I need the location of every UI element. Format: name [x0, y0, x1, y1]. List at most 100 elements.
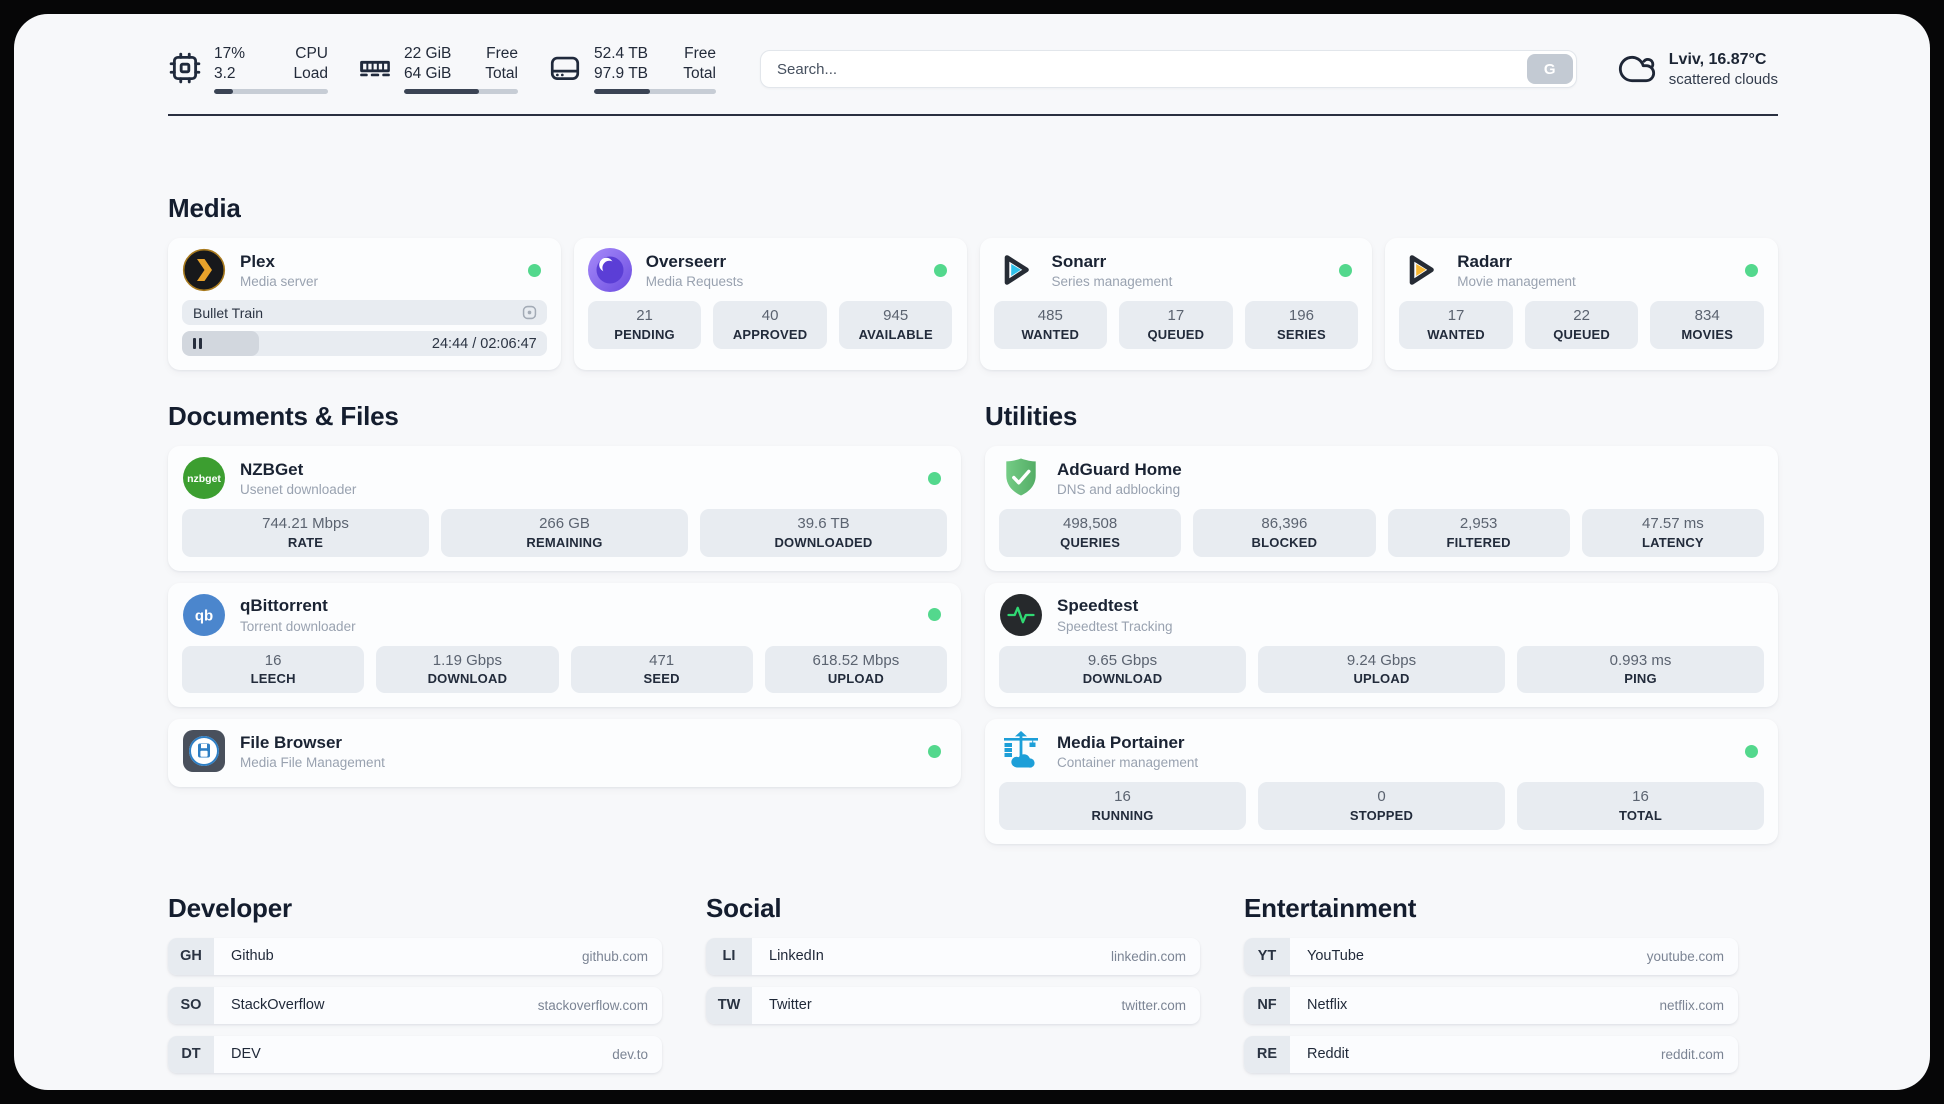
- app-description: DNS and adblocking: [1057, 482, 1181, 498]
- stat-total: 16 TOTAL: [1517, 782, 1764, 830]
- memory-icon: [358, 51, 392, 85]
- cloud-icon: [1617, 49, 1657, 89]
- search-engine-button[interactable]: G: [1526, 54, 1573, 84]
- app-card-adguard[interactable]: AdGuard Home DNS and adblocking 498,508 …: [985, 446, 1778, 571]
- disk-free-value: 52.4 TB: [594, 44, 649, 62]
- weather-location-temp: Lviv, 16.87°C: [1668, 51, 1767, 69]
- cpu-widget: 17% 3.2 CPU Load: [168, 44, 328, 95]
- now-playing-title: Bullet Train: [193, 304, 264, 321]
- memory-total-value: 64 GiB: [404, 65, 452, 82]
- stat-movies: 834 MOVIES: [1650, 301, 1764, 349]
- status-online-dot: [1745, 263, 1758, 277]
- cpu-usage-bar-fill: [214, 89, 234, 95]
- disk-usage-bar: [594, 89, 716, 95]
- section-title-media: Media: [168, 193, 241, 223]
- section-utilities: Utilities: [985, 398, 1778, 844]
- search-bar: G: [760, 50, 1577, 88]
- app-description: Series management: [1051, 274, 1173, 290]
- bookmark-name: LinkedIn: [769, 948, 824, 964]
- section-social: Social LI LinkedIn linkedin.com TW Twitt…: [706, 890, 1200, 1085]
- bookmark-name: Netflix: [1307, 997, 1348, 1013]
- search-input[interactable]: [760, 50, 1577, 88]
- app-card-portainer[interactable]: Media Portainer Container management 16 …: [985, 719, 1778, 844]
- bookmark-url: youtube.com: [1646, 948, 1724, 964]
- app-card-radarr[interactable]: Radarr Movie management 17 WANTED 22 QUE…: [1385, 238, 1778, 370]
- bookmark-github[interactable]: GH Github github.com: [168, 937, 662, 975]
- section-title-social: Social: [706, 892, 782, 923]
- bookmark-reddit[interactable]: RE Reddit reddit.com: [1244, 1035, 1738, 1073]
- adguard-icon: [999, 456, 1043, 500]
- app-description: Media server: [240, 274, 319, 290]
- stat-queued: 22 QUEUED: [1524, 301, 1639, 349]
- app-card-sonarr[interactable]: Sonarr Series management 485 WANTED 17 Q…: [979, 238, 1373, 370]
- section-entertainment: Entertainment YT YouTube youtube.com NF …: [1244, 890, 1738, 1085]
- status-online-dot: [1745, 744, 1758, 758]
- bookmark-name: Reddit: [1307, 1046, 1349, 1062]
- stat-remaining: 266 GB REMAINING: [441, 509, 688, 557]
- header-divider: [168, 114, 1778, 116]
- stat-upload: 9.24 Gbps UPLOAD: [1258, 645, 1505, 693]
- memory-usage-bar: [404, 89, 518, 95]
- memory-total-label: Total: [485, 65, 518, 82]
- cpu-usage-bar: [214, 89, 328, 95]
- bookmark-youtube[interactable]: YT YouTube youtube.com: [1244, 937, 1738, 975]
- app-name: Sonarr: [1051, 251, 1107, 271]
- playback-progress-bar[interactable]: 24:44 / 02:06:47: [182, 331, 547, 356]
- bookmark-linkedin[interactable]: LI LinkedIn linkedin.com: [706, 937, 1200, 975]
- app-card-qbittorrent[interactable]: qb qBittorrent Torrent downloader: [168, 582, 961, 707]
- app-description: Container management: [1057, 755, 1199, 771]
- cpu-label: CPU: [295, 44, 328, 62]
- bookmark-url: twitter.com: [1121, 997, 1186, 1013]
- weather-widget: Lviv, 16.87°C scattered clouds: [1617, 49, 1778, 89]
- app-name: AdGuard Home: [1057, 459, 1182, 479]
- app-name: Speedtest: [1057, 596, 1139, 616]
- bookmark-url: dev.to: [612, 1046, 648, 1062]
- bookmark-dev[interactable]: DT DEV dev.to: [168, 1035, 662, 1073]
- app-card-nzbget[interactable]: nzbget NZBGet Usenet downloader 74: [168, 446, 961, 571]
- memory-usage-bar-fill: [404, 89, 480, 95]
- stat-blocked: 86,396 BLOCKED: [1193, 509, 1376, 557]
- bookmark-name: DEV: [231, 1046, 261, 1062]
- bookmark-abbr: YT: [1244, 937, 1290, 975]
- status-online-dot: [933, 263, 947, 277]
- top-bar: 17% 3.2 CPU Load: [168, 40, 1778, 98]
- bookmark-url: stackoverflow.com: [537, 997, 648, 1013]
- section-title-documents: Documents & Files: [168, 401, 399, 431]
- bookmark-abbr: TW: [706, 986, 752, 1024]
- app-description: Usenet downloader: [240, 482, 357, 498]
- stat-latency: 47.57 ms LATENCY: [1581, 509, 1764, 557]
- sonarr-icon: [994, 248, 1038, 292]
- app-description: Torrent downloader: [240, 618, 356, 634]
- bookmark-stackoverflow[interactable]: SO StackOverflow stackoverflow.com: [168, 986, 662, 1024]
- bookmark-name: Twitter: [769, 997, 812, 1013]
- screen-icon: [520, 303, 539, 322]
- bookmark-abbr: SO: [168, 986, 214, 1024]
- app-card-filebrowser[interactable]: File Browser Media File Management: [168, 719, 961, 787]
- playback-time: 24:44 / 02:06:47: [431, 335, 537, 352]
- app-name: NZBGet: [240, 459, 304, 479]
- stat-filtered: 2,953 FILTERED: [1387, 509, 1570, 557]
- stat-series: 196 SERIES: [1244, 301, 1359, 349]
- speedtest-icon: [999, 593, 1043, 637]
- cpu-load-label: Load: [293, 65, 328, 82]
- dashboard-page: 17% 3.2 CPU Load: [14, 14, 1930, 1090]
- bookmark-abbr: NF: [1244, 986, 1290, 1024]
- bookmark-netflix[interactable]: NF Netflix netflix.com: [1244, 986, 1738, 1024]
- app-name: Radarr: [1457, 251, 1513, 271]
- bookmark-name: Github: [231, 948, 274, 964]
- app-card-plex[interactable]: Plex Media server Bullet Train: [168, 238, 561, 370]
- disk-usage-bar-fill: [594, 89, 651, 95]
- nzbget-icon: nzbget: [182, 456, 226, 500]
- bookmark-abbr: GH: [168, 937, 214, 975]
- app-card-overseerr[interactable]: Overseerr Media Requests 21 PENDING 40 A…: [573, 238, 967, 370]
- bookmark-url: github.com: [581, 948, 648, 964]
- app-name: File Browser: [240, 732, 343, 752]
- overseerr-icon: [587, 248, 632, 292]
- app-description: Movie management: [1457, 274, 1576, 290]
- weather-condition: scattered clouds: [1668, 70, 1778, 88]
- status-online-dot: [1339, 263, 1353, 277]
- section-title-utilities: Utilities: [985, 401, 1078, 431]
- bookmark-twitter[interactable]: TW Twitter twitter.com: [706, 986, 1200, 1024]
- app-card-speedtest[interactable]: Speedtest Speedtest Tracking 9.65 Gbps D…: [985, 582, 1778, 707]
- stat-pending: 21 PENDING: [587, 301, 702, 349]
